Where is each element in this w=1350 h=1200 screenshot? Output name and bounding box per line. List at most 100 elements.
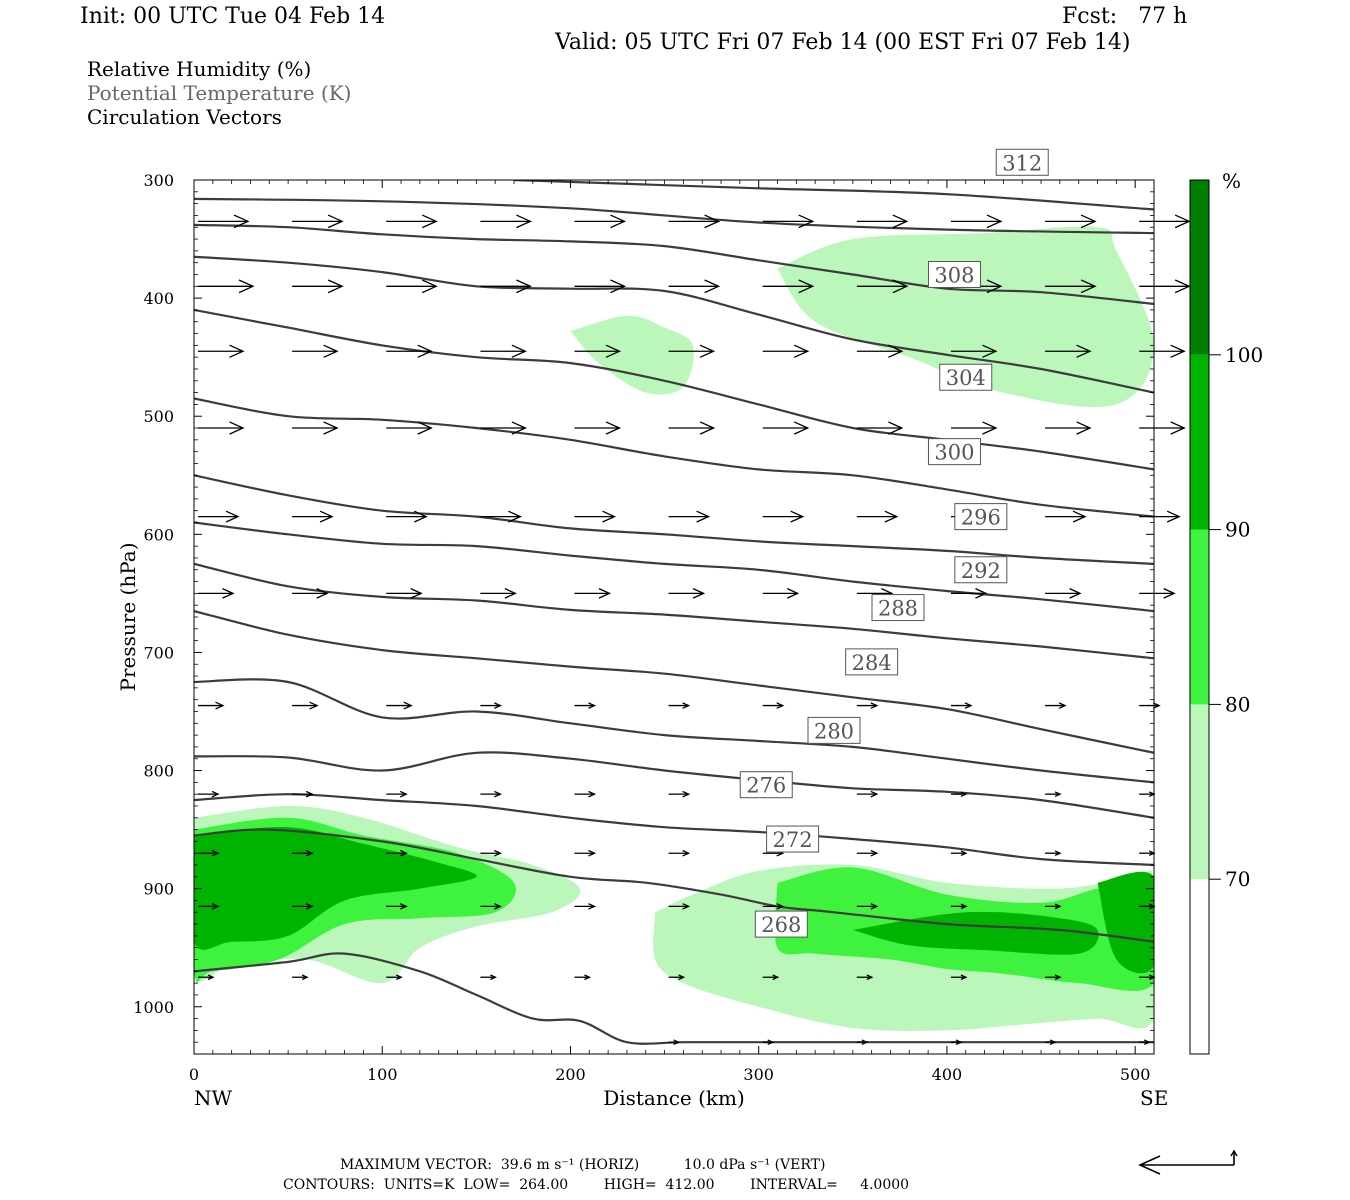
vector-arrow (292, 421, 339, 435)
theta-contour-272 (194, 828, 1154, 943)
contour-label-292: 292 (954, 556, 1008, 584)
colorbar-segment (1190, 354, 1209, 530)
vector-arrow (198, 903, 220, 910)
vector-arrow (480, 903, 502, 910)
vector-arrow (762, 903, 785, 910)
vector-arrow (1139, 588, 1176, 599)
vector-arrow (292, 849, 314, 857)
svg-text:288: 288 (878, 597, 918, 621)
vector-arrow (668, 214, 721, 229)
vector-arrow (762, 279, 815, 294)
vector-arrow (292, 344, 339, 358)
vector-arrow (198, 974, 215, 981)
vector-arrow (856, 702, 879, 709)
colorbar: 70 80 90 100 (1189, 179, 1263, 1055)
x-tick-label: 0 (189, 1065, 199, 1084)
vector-arrow (1139, 421, 1186, 435)
vector-arrow (386, 588, 423, 599)
vector-arrow (950, 588, 988, 599)
theta-contour-296 (194, 521, 1154, 613)
vector-arrow (762, 702, 785, 709)
vector-arrow (574, 214, 627, 229)
colorbar-label: 90 (1225, 518, 1250, 542)
colorbar-unit: % (1222, 169, 1241, 193)
vector-arrow (1139, 702, 1161, 709)
svg-text:296: 296 (961, 506, 1001, 530)
y-axis-label: Pressure (hPa) (116, 543, 140, 692)
vector-arrow (950, 1039, 963, 1046)
rh-region-70 (777, 226, 1154, 408)
vector-arrow (856, 510, 899, 523)
rh-region-90 (194, 827, 477, 950)
theta-contours (194, 180, 1154, 1045)
x-right-end-label: SE (1140, 1086, 1168, 1110)
circulation-vectors (198, 214, 1191, 1046)
vector-arrow (386, 344, 433, 358)
contour-label-268: 268 (754, 910, 808, 938)
theta-contour-unlabeled (513, 180, 1154, 211)
vector-arrow (1045, 1039, 1057, 1046)
reference-vector (1138, 1149, 1238, 1175)
contour-label-296: 296 (954, 503, 1008, 531)
vector-arrow (762, 344, 810, 358)
vector-arrow (856, 790, 879, 798)
theta-contour-288 (194, 610, 1154, 754)
theta-contour-292 (194, 562, 1154, 660)
x-tick-label: 500 (1120, 1065, 1151, 1084)
vector-arrow (1045, 344, 1092, 358)
theta-contour-304 (194, 397, 1154, 518)
vector-arrow (1045, 850, 1062, 857)
svg-text:308: 308 (934, 263, 974, 287)
y-tick-label: 300 (143, 171, 174, 190)
theta-contour-300 (194, 474, 1154, 565)
vector-arrow (1045, 421, 1092, 435)
vector-arrow (574, 790, 597, 798)
vector-arrow (668, 903, 691, 910)
y-tick-label: 600 (143, 525, 174, 544)
vector-arrow (762, 974, 780, 981)
vector-arrow (480, 974, 497, 981)
vector-arrow (386, 421, 433, 435)
x-tick-label: 300 (743, 1065, 774, 1084)
vector-arrow (386, 903, 408, 910)
vector-arrow (480, 790, 502, 798)
rh-shading (194, 226, 1154, 1031)
vector-arrow (574, 974, 592, 981)
vector-arrow (762, 421, 810, 435)
vector-arrow (386, 790, 408, 798)
vector-arrow (574, 279, 627, 294)
vector-arrow (950, 974, 968, 981)
vector-arrow (950, 421, 998, 435)
vector-arrow (668, 344, 716, 358)
x-tick-label: 400 (932, 1065, 963, 1084)
vector-arrow (856, 214, 909, 229)
rh-region-90 (1097, 871, 1154, 974)
colorbar-frame (1189, 179, 1210, 1055)
axes: 300 400 500 600 700 800 900 1000 0 100 200 300 400 50… (133, 171, 1155, 1084)
contour-label-276: 276 (739, 771, 793, 799)
vector-arrow (198, 588, 235, 599)
init-time: Init: 00 UTC Tue 04 Feb 14 (80, 4, 386, 29)
vector-arrow (292, 903, 314, 910)
vector-arrow (1139, 510, 1181, 523)
vector-arrow (574, 849, 597, 857)
vector-arrow (292, 588, 329, 599)
y-tick-label: 800 (143, 762, 174, 781)
legend-vectors: Circulation Vectors (87, 105, 282, 129)
vector-arrow (762, 1039, 775, 1046)
y-tick-label: 500 (143, 407, 174, 426)
vector-arrow (668, 702, 691, 709)
vector-arrow (480, 421, 527, 435)
svg-text:304: 304 (946, 366, 986, 390)
contour-label-304: 304 (939, 363, 993, 391)
vector-arrow (1139, 214, 1191, 229)
theta-contour-268 (194, 952, 1154, 1045)
vector-arrow (574, 510, 617, 523)
vector-arrow (198, 510, 240, 523)
vector-arrow (668, 790, 691, 798)
vector-arrow (574, 588, 612, 599)
vector-arrow (292, 790, 314, 798)
vector-arrow (386, 974, 403, 981)
vector-arrow (668, 974, 686, 981)
vector-arrow (950, 344, 998, 358)
